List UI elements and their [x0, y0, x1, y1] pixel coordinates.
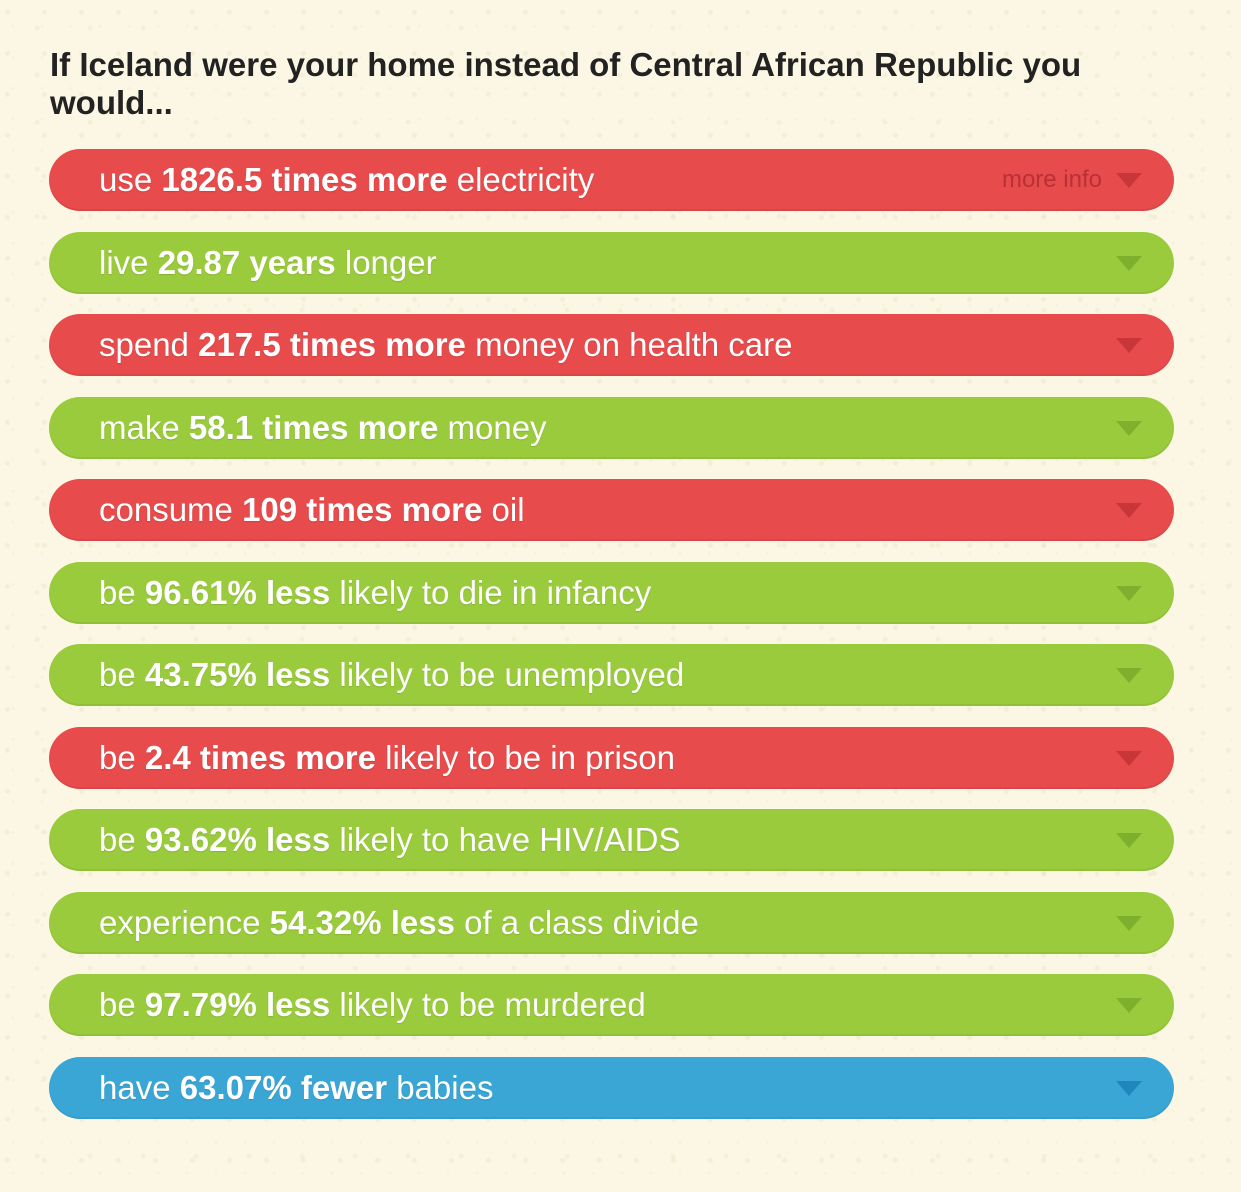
comparison-item-life-expectancy[interactable]: live 29.87 years longer: [49, 231, 1174, 294]
comparison-item-electricity[interactable]: use 1826.5 times more electricity more i…: [49, 149, 1174, 211]
comparison-item-babies[interactable]: have 63.07% fewer babies: [49, 1056, 1174, 1119]
more-info-link[interactable]: more info: [1001, 166, 1102, 193]
comparison-item-hiv-aids[interactable]: be 93.62% less likely to have HIV/AIDS: [49, 809, 1174, 871]
comparison-item-health-spending[interactable]: spend 217.5 times more money on health c…: [49, 314, 1174, 376]
comparison-text: use 1826.5 times more electricity: [99, 161, 595, 198]
comparison-text: live 29.87 years longer: [99, 243, 437, 281]
comparison-text: be 97.79% less likely to be murdered: [99, 986, 646, 1023]
comparison-text: consume 109 times more oil: [99, 491, 525, 528]
comparison-item-murder[interactable]: be 97.79% less likely to be murdered: [49, 974, 1174, 1036]
chevron-down-icon[interactable]: [1116, 338, 1142, 353]
comparison-item-oil[interactable]: consume 109 times more oil: [49, 479, 1174, 541]
comparison-text: be 93.62% less likely to have HIV/AIDS: [99, 821, 681, 858]
comparison-text: experience 54.32% less of a class divide: [99, 903, 699, 941]
chevron-down-icon[interactable]: [1116, 503, 1142, 518]
comparison-item-infant-mortality[interactable]: be 96.61% less likely to die in infancy: [49, 561, 1174, 624]
chevron-down-icon[interactable]: [1116, 915, 1142, 931]
chevron-down-icon[interactable]: [1116, 668, 1142, 683]
comparison-text: make 58.1 times more money: [99, 408, 547, 446]
chevron-down-icon[interactable]: [1116, 1080, 1142, 1096]
chevron-down-icon[interactable]: [1116, 420, 1142, 436]
chevron-down-icon[interactable]: [1116, 173, 1142, 188]
page-title: If Iceland were your home instead of Cen…: [50, 46, 1082, 121]
comparison-item-prison[interactable]: be 2.4 times more likely to be in prison: [49, 726, 1174, 789]
chevron-down-icon[interactable]: [1116, 998, 1142, 1013]
chevron-down-icon[interactable]: [1116, 750, 1142, 766]
comparison-text: be 2.4 times more likely to be in prison: [99, 738, 675, 776]
comparison-text: be 96.61% less likely to die in infancy: [99, 573, 652, 611]
chevron-down-icon[interactable]: [1116, 833, 1142, 848]
chevron-down-icon[interactable]: [1116, 255, 1142, 271]
comparison-text: have 63.07% fewer babies: [99, 1068, 494, 1106]
comparison-text: be 43.75% less likely to be unemployed: [99, 656, 685, 693]
comparison-item-class-divide[interactable]: experience 54.32% less of a class divide: [49, 891, 1174, 954]
comparison-text: spend 217.5 times more money on health c…: [99, 326, 793, 363]
comparison-item-income[interactable]: make 58.1 times more money: [49, 396, 1174, 459]
chevron-down-icon[interactable]: [1116, 585, 1142, 601]
comparison-list: use 1826.5 times more electricity more i…: [49, 149, 1174, 1139]
comparison-item-unemployment[interactable]: be 43.75% less likely to be unemployed: [49, 644, 1174, 706]
